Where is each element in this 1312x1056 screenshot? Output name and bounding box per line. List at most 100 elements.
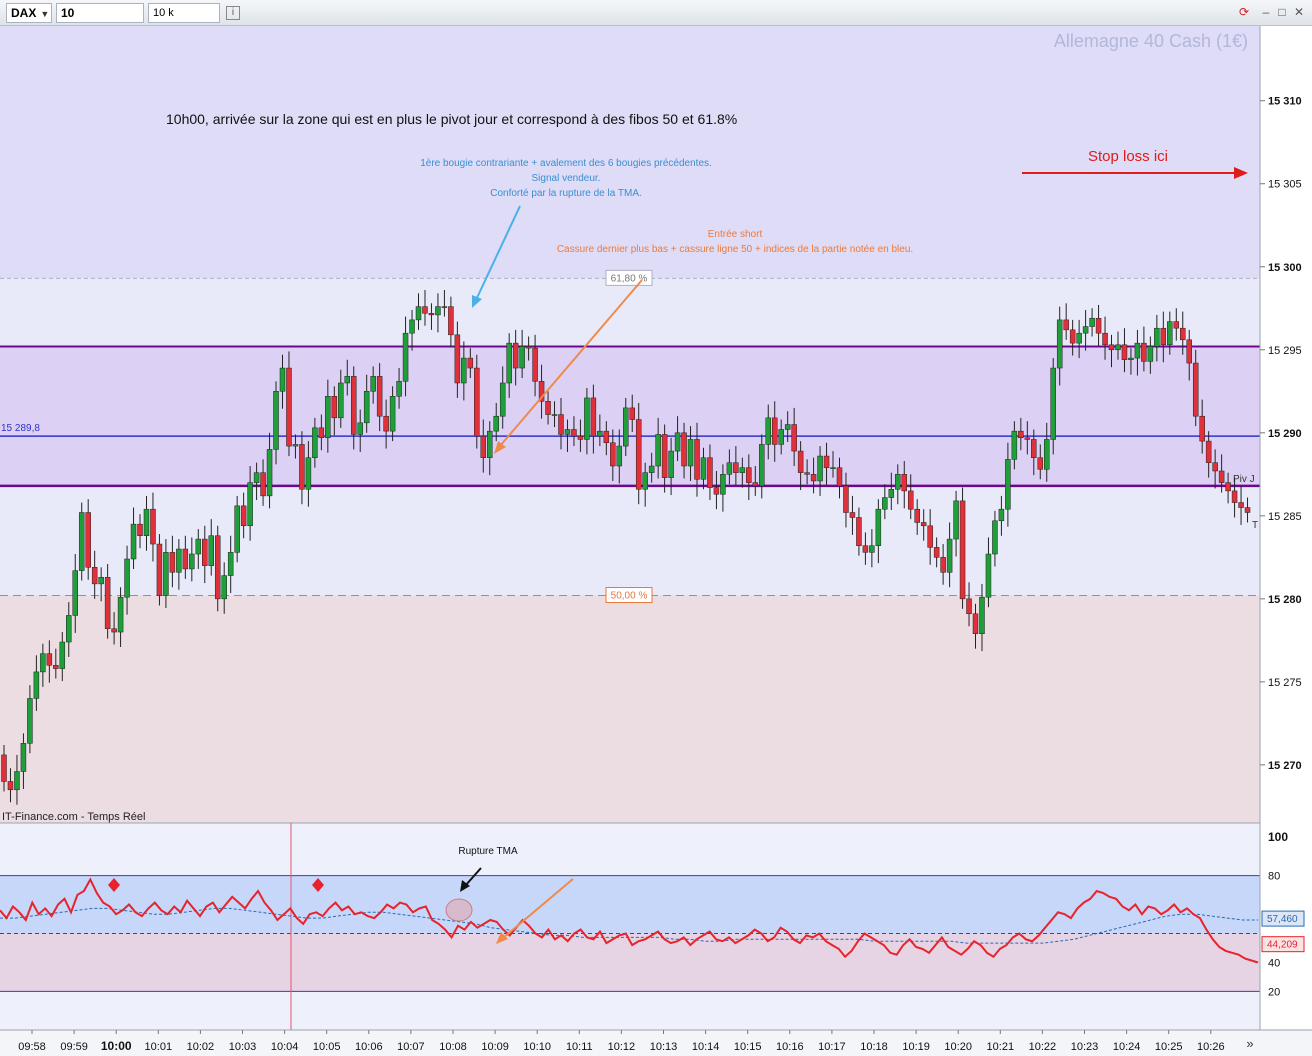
candle-body [694, 439, 700, 480]
candle-body [1102, 332, 1108, 346]
candle-body [525, 346, 532, 349]
candle-body [532, 347, 538, 382]
candle-body [117, 596, 124, 633]
candle-body [823, 455, 830, 468]
tma-value-box [1261, 910, 1305, 927]
candle-body [1154, 327, 1160, 347]
candle-body [266, 449, 273, 497]
candle-body [623, 407, 629, 447]
rsi-line [0, 877, 1259, 964]
candle-body [920, 522, 927, 527]
candle-body [66, 615, 72, 643]
candle-body [441, 306, 448, 308]
time-tick-label: 10:18 [860, 1041, 888, 1053]
info-icon[interactable]: i [226, 6, 240, 20]
candle-body [648, 465, 655, 473]
price-tick-label: 15 295 [1268, 345, 1302, 357]
rsi-peak-marker [108, 878, 120, 892]
candle-body [33, 671, 40, 699]
fib-50-label: 50,00 % [611, 591, 648, 602]
candle-body [571, 429, 577, 437]
candle-body [389, 396, 396, 432]
candle-body [318, 427, 325, 439]
axes: 15 310 15 305 15 300 15 295 15 290 15 285 15 2… [0, 26, 1312, 1056]
candle-body [545, 401, 551, 415]
candle-body [681, 432, 687, 467]
time-tick-label: 09:58 [18, 1041, 46, 1053]
extra-label: T [1252, 520, 1258, 531]
candle-body [286, 367, 292, 447]
time-tick-label: 10:01 [145, 1041, 173, 1053]
candle-body [584, 397, 590, 440]
candle-body [972, 613, 979, 634]
time-tick-label: 10:14 [692, 1041, 720, 1053]
candle-body [843, 485, 849, 513]
close-icon[interactable]: ✕ [1293, 5, 1305, 19]
time-tick-label: 10:25 [1155, 1041, 1183, 1053]
blue-note-arrowhead [472, 295, 482, 308]
maximize-icon[interactable]: □ [1278, 5, 1286, 19]
candle-body [1141, 342, 1147, 362]
candle-body [98, 577, 104, 585]
candle-body [875, 508, 882, 546]
candle-body [610, 442, 616, 467]
orange-note-line-1: Entrée short [708, 229, 763, 240]
time-tick-label: 10:11 [566, 1041, 593, 1053]
time-tick-label: 10:17 [818, 1041, 846, 1053]
units-select[interactable]: 10 k unités▼ [148, 3, 220, 37]
candle-body [480, 435, 487, 458]
candle-body [176, 548, 182, 573]
candle-body [415, 306, 422, 321]
candle-body [992, 520, 998, 555]
background-zones [0, 26, 1260, 823]
candle-body [428, 313, 435, 316]
time-tick-label: 10:20 [944, 1041, 972, 1053]
candle-body [1238, 502, 1244, 508]
candle-body [817, 455, 823, 482]
instrument-select[interactable]: DAX ▼ [6, 3, 52, 23]
fib-618-label: 61,80 % [611, 273, 648, 284]
blue-level-label: 15 289,8 [1, 423, 40, 434]
candle-body [519, 346, 525, 369]
candle-body [746, 467, 752, 483]
candle-body [577, 435, 584, 440]
price-tick-label: 15 310 [1268, 96, 1302, 108]
candle-body [966, 598, 972, 615]
candle-body [1134, 342, 1141, 359]
candle-body [467, 357, 474, 369]
candle-body [642, 472, 648, 490]
time-tick-label: 10:24 [1113, 1041, 1141, 1053]
refresh-icon[interactable]: ⟳ [1238, 5, 1250, 19]
candle-body [739, 467, 746, 473]
time-tick-label: 10:13 [650, 1041, 678, 1053]
candle-body [499, 382, 506, 417]
candle-body [53, 665, 59, 669]
candle-body [804, 472, 810, 475]
price-tick-label: 15 275 [1268, 677, 1302, 689]
candle-body [46, 653, 53, 666]
price-tick-label: 15 305 [1268, 179, 1302, 191]
candle-body [1056, 319, 1063, 369]
candle-body [78, 512, 85, 571]
toolbar: DAX▼ 10 secondes▼ 10 k unités▼ i ⟳ – □ ✕ [0, 0, 1312, 38]
candle-body [14, 771, 20, 791]
candle-body [27, 698, 33, 744]
candle-body [202, 538, 208, 566]
candle-body [1244, 507, 1251, 513]
candle-body [338, 382, 344, 419]
timeframe-select[interactable]: 10 secondes▼ [56, 3, 144, 38]
blue-note-line-3: Conforté par la rupture de la TMA. [490, 188, 642, 199]
candle-body [1069, 329, 1076, 344]
candle-body [953, 500, 959, 540]
blue-note-line-1: 1ère bougie contrariante + avalement des… [420, 158, 712, 169]
candle-body [888, 489, 895, 498]
candle-body [759, 444, 765, 487]
time-tick-label: 10:16 [776, 1041, 804, 1053]
candle-body [1115, 344, 1121, 351]
candle-body [1160, 327, 1167, 346]
candle-body [603, 430, 610, 444]
candle-body [1186, 339, 1192, 364]
candle-body [487, 430, 493, 458]
candle-body [1031, 439, 1037, 458]
minimize-icon[interactable]: – [1262, 5, 1270, 19]
